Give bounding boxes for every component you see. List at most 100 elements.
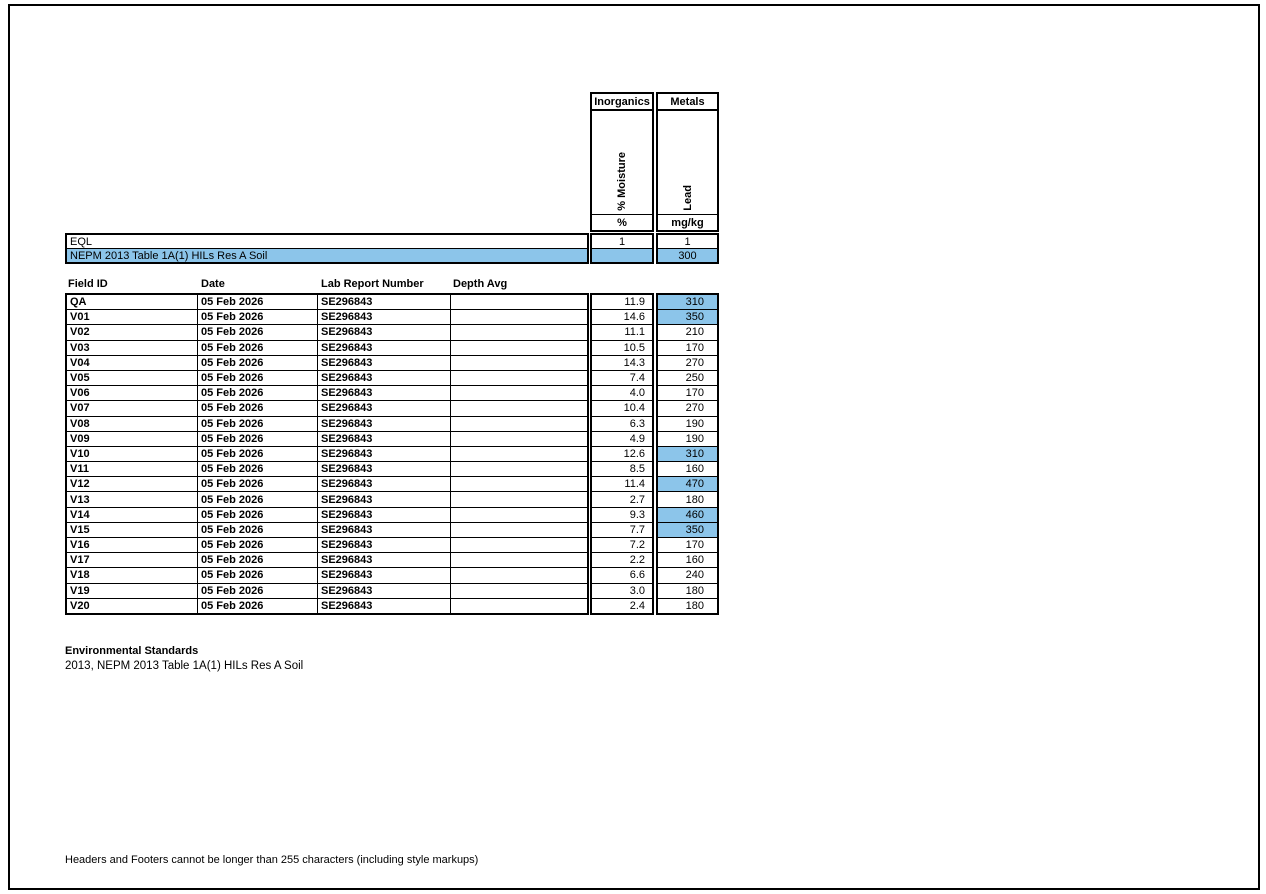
cell-lab-report: SE296843: [318, 553, 451, 568]
cell-field-id: V11: [67, 462, 198, 477]
cell-depth-avg: [451, 417, 587, 431]
cell-lab-report: SE296843: [318, 568, 451, 583]
cell-moisture-value: 10.5: [592, 341, 652, 356]
cell-lab-report: SE296843: [318, 446, 451, 462]
column-header-depth-avg: Depth Avg: [453, 278, 508, 290]
limits-moisture-box: 1: [590, 233, 654, 264]
cell-moisture-value: 2.7: [592, 492, 652, 508]
cell-moisture-value: 4.0: [592, 386, 652, 402]
cell-moisture-value: 9.3: [592, 508, 652, 523]
page-border: [8, 4, 1260, 890]
cell-moisture-value: 2.4: [629, 599, 645, 612]
column-header-date: Date: [201, 278, 225, 290]
cell-date: 05 Feb 2026: [198, 477, 318, 492]
cell-field-id: V15: [67, 522, 198, 537]
cell-lab-report: SE296843: [318, 355, 451, 370]
cell-depth-avg: [451, 432, 587, 446]
cell-date: 05 Feb 2026: [198, 492, 318, 507]
cell-depth-avg: [451, 523, 587, 537]
cell-lab-report: SE296843: [318, 370, 451, 386]
results-column-moisture: 11.9 14.6 11.1 10.5 14.3 7.4 4.0 10.4 6.3 4.9 12.6…: [590, 293, 654, 615]
table-row: V16 05 Feb 2026 SE296843: [67, 538, 587, 554]
analyte-group-label: Metals: [658, 94, 717, 111]
cell-depth-avg: [451, 553, 587, 567]
cell-moisture-value: 11.9: [592, 295, 652, 311]
column-header-lab-report: Lab Report Number: [321, 278, 424, 290]
cell-field-id: V08: [67, 416, 198, 431]
standards-note-title: Environmental Standards: [65, 645, 199, 657]
cell-depth-avg: [451, 341, 587, 355]
analyte-header-inorganics: Inorganics % Moisture %: [590, 92, 654, 232]
cell-lab-report: SE296843: [318, 416, 451, 431]
cell-date: 05 Feb 2026: [198, 370, 318, 386]
cell-lab-report: SE296843: [318, 522, 451, 537]
cell-date: 05 Feb 2026: [198, 553, 318, 568]
cell-moisture-value: 7.4: [592, 371, 652, 387]
cell-date: 05 Feb 2026: [198, 446, 318, 462]
cell-field-id: V03: [67, 340, 198, 355]
cell-lab-report: SE296843: [318, 295, 451, 310]
cell-lead-value: 160: [658, 462, 717, 478]
cell-field-id: V01: [67, 310, 198, 325]
standard-moisture-cell: [592, 249, 652, 262]
cell-moisture-value: 14.3: [592, 356, 652, 371]
cell-field-id: V14: [67, 507, 198, 522]
table-row: V18 05 Feb 2026 SE296843: [67, 568, 587, 584]
cell-depth-avg: [451, 599, 587, 613]
cell-date: 05 Feb 2026: [198, 295, 318, 310]
cell-moisture-value: 12.6: [592, 447, 652, 463]
cell-field-id: V02: [67, 325, 198, 340]
cell-moisture-value: 11.1: [592, 325, 652, 341]
footer-note: Headers and Footers cannot be longer tha…: [65, 854, 479, 866]
cell-lead-value: 350: [658, 310, 717, 326]
standard-row: NEPM 2013 Table 1A(1) HILs Res A Soil: [67, 249, 587, 262]
cell-moisture-value: 14.6: [592, 310, 652, 326]
cell-field-id: V12: [67, 477, 198, 492]
cell-date: 05 Feb 2026: [198, 568, 318, 583]
cell-date: 05 Feb 2026: [198, 522, 318, 537]
table-row: V13 05 Feb 2026 SE296843: [67, 492, 587, 508]
cell-depth-avg: [451, 310, 587, 324]
cell-lead-value: 210: [658, 325, 717, 341]
cell-lab-report: SE296843: [318, 583, 451, 598]
cell-lead-value: 170: [658, 386, 717, 402]
analyte-name-vertical: % Moisture: [616, 152, 628, 211]
analyte-name-vertical: Lead: [681, 185, 694, 211]
table-row: V15 05 Feb 2026 SE296843: [67, 522, 587, 538]
cell-date: 05 Feb 2026: [198, 355, 318, 370]
cell-date: 05 Feb 2026: [198, 431, 318, 446]
column-header-field-id: Field ID: [68, 278, 108, 290]
table-row: V20 05 Feb 2026 SE296843: [67, 598, 587, 613]
limits-label-box: EQL NEPM 2013 Table 1A(1) HILs Res A Soi…: [65, 233, 589, 264]
eql-lead-value: 1: [684, 235, 691, 248]
cell-lab-report: SE296843: [318, 462, 451, 477]
cell-depth-avg: [451, 447, 587, 461]
standard-lead-value: 300: [678, 249, 697, 262]
cell-lead-value: 240: [658, 568, 717, 584]
cell-depth-avg: [451, 568, 587, 582]
table-row: V12 05 Feb 2026 SE296843: [67, 477, 587, 493]
cell-moisture-value: 4.9: [592, 432, 652, 447]
cell-lead-value: 180: [658, 584, 717, 599]
cell-lead-value: 310: [658, 295, 717, 311]
cell-moisture-value: 6.3: [592, 417, 652, 432]
table-row: V19 05 Feb 2026 SE296843: [67, 583, 587, 599]
cell-lab-report: SE296843: [318, 325, 451, 340]
cell-lab-report: SE296843: [318, 507, 451, 522]
analyte-name-area: % Moisture: [592, 111, 652, 214]
eql-moisture-cell: 1: [592, 235, 652, 249]
analyte-name-area: Lead: [658, 111, 717, 214]
cell-depth-avg: [451, 462, 587, 476]
cell-date: 05 Feb 2026: [198, 340, 318, 355]
cell-depth-avg: [451, 356, 587, 370]
eql-label: EQL: [70, 235, 93, 248]
cell-depth-avg: [451, 371, 587, 385]
cell-lab-report: SE296843: [318, 538, 451, 553]
table-row: V04 05 Feb 2026 SE296843: [67, 355, 587, 371]
cell-lead-value: 160: [658, 553, 717, 569]
results-table-left: QA 05 Feb 2026 SE296843 V01 05 Feb 2026 …: [65, 293, 589, 615]
cell-field-id: V04: [67, 355, 198, 370]
cell-lead-value: 190: [658, 432, 717, 447]
cell-depth-avg: [451, 295, 587, 309]
cell-lead-value: 310: [658, 446, 717, 463]
